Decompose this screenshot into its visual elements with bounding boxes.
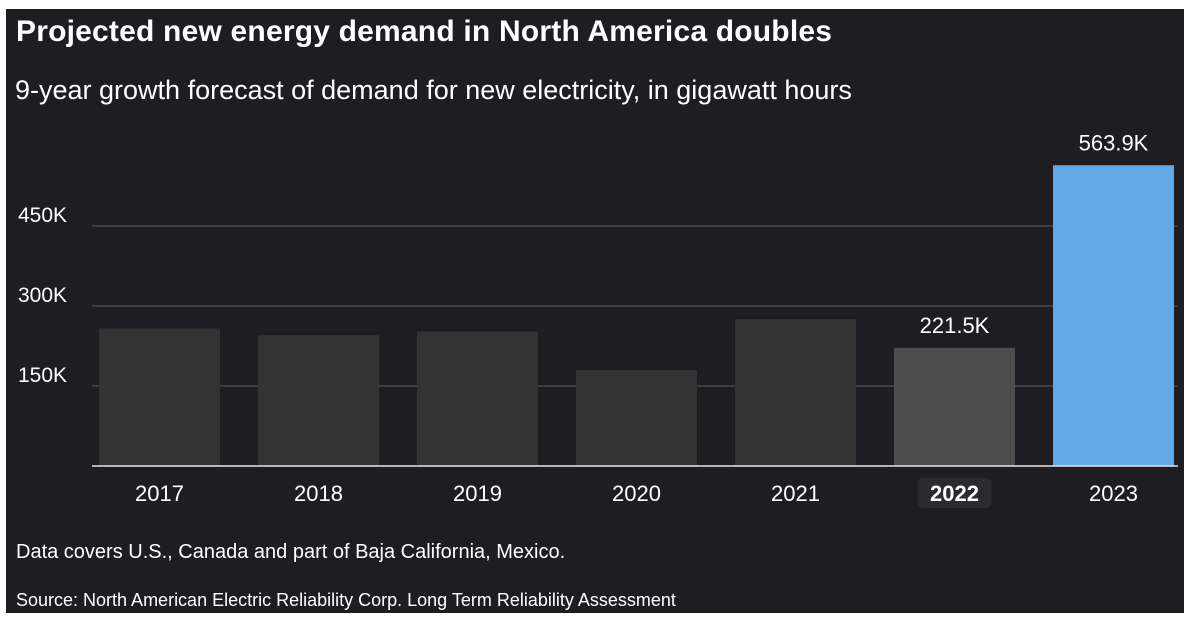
data-label: 221.5K [920, 313, 990, 338]
emphasis-pill [917, 478, 992, 508]
chart-card: Projected new energy demand in North Ame… [6, 9, 1184, 613]
x-tick-label: 2018 [294, 481, 343, 506]
source-note: Source: North American Electric Reliabil… [16, 590, 676, 610]
y-tick-label: 150K [18, 364, 67, 387]
bar-chart: 150K 300K 450K 2017 2018 2019 2020 2021 2022 221.… [18, 130, 1178, 508]
x-tick-label: 2019 [453, 481, 502, 506]
data-note: Data covers U.S., Canada and part of Baj… [16, 541, 566, 563]
x-tick-label: 2022 [930, 481, 979, 506]
bar-2017 [99, 328, 220, 466]
chart-subtitle: 9-year growth forecast of demand for new… [15, 75, 852, 105]
bar-2018 [258, 335, 379, 466]
chart-title: Projected new energy demand in North Ame… [16, 15, 833, 48]
y-tick-label: 300K [18, 284, 67, 307]
bar-2022 [894, 347, 1015, 466]
data-label: 563.9K [1079, 130, 1149, 155]
bar-2019 [417, 331, 538, 466]
x-tick-label: 2017 [135, 481, 184, 506]
x-tick-label: 2023 [1089, 481, 1138, 506]
bar-2021 [735, 319, 856, 466]
bar-2023 [1053, 165, 1174, 466]
bar-2020 [576, 370, 697, 466]
y-tick-label: 450K [18, 204, 67, 227]
x-tick-label: 2020 [612, 481, 661, 506]
x-tick-label: 2021 [771, 481, 820, 506]
